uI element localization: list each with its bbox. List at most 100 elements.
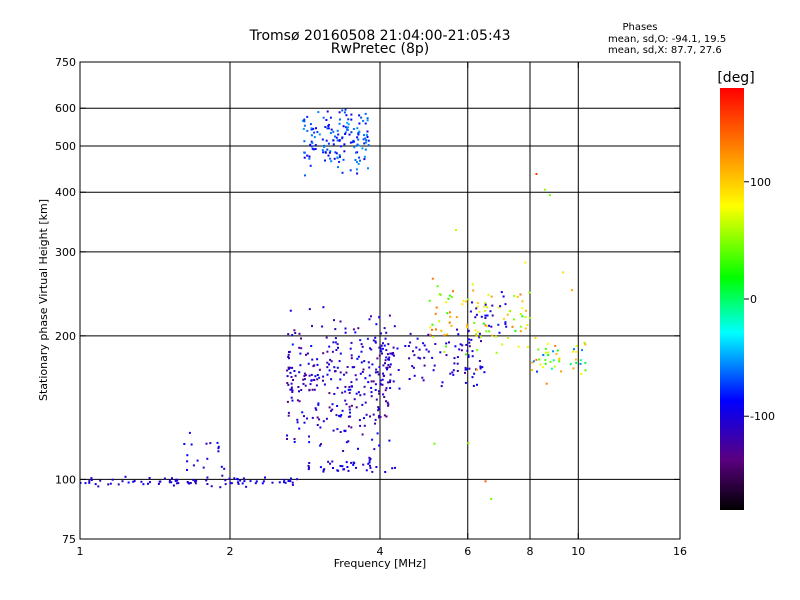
data-point [584,369,587,372]
data-point [302,127,305,130]
data-point [357,133,360,136]
data-point [97,485,100,488]
data-point [310,140,313,143]
data-point [357,447,359,450]
data-point [374,422,376,425]
data-point [383,374,386,377]
data-point [294,332,297,334]
data-point [504,323,507,325]
data-point [350,354,353,357]
data-point [286,369,289,372]
data-point [317,402,320,405]
data-point [558,358,561,361]
data-point [374,418,377,421]
data-point [538,358,541,361]
data-point [360,350,363,353]
data-point [367,144,370,147]
data-point [237,481,239,484]
data-point [283,478,286,481]
data-point [364,148,367,151]
data-point [316,378,319,381]
data-point [303,151,306,154]
data-point [357,138,360,141]
data-point [236,478,239,481]
data-point [324,159,326,162]
data-point [229,481,232,484]
data-point [491,314,494,317]
data-point [327,127,330,130]
data-point [334,135,336,138]
data-point [88,481,91,484]
x-axis-label: Frequency [MHz] [334,557,426,570]
data-point [242,477,245,480]
data-point [313,136,316,139]
data-point [456,328,458,331]
colorbar-tick-label: -100 [750,410,775,423]
data-point [347,126,349,129]
data-point [223,467,226,470]
data-point [455,229,457,232]
data-point [448,311,451,314]
data-point [386,353,389,356]
data-point [245,485,248,488]
data-point [298,332,301,335]
data-point [356,127,359,130]
data-point [435,328,437,331]
data-point [393,325,396,328]
data-point [290,477,292,480]
data-point [353,366,356,369]
data-point [355,378,358,381]
data-point [310,127,313,130]
data-point [296,418,299,421]
data-point [456,370,459,372]
data-point [314,375,317,378]
data-point [290,376,293,378]
data-point [526,346,529,349]
data-point [431,323,434,326]
data-point [337,346,339,349]
data-point [388,439,391,442]
data-point [358,156,361,159]
data-point [287,367,290,370]
data-point [505,325,508,328]
data-point [382,364,385,367]
data-point [381,352,383,355]
data-point [476,331,479,334]
data-point [255,480,258,483]
data-point [307,362,310,365]
data-point [575,361,578,364]
data-point [334,151,337,154]
data-point [334,341,337,344]
data-point [315,408,318,411]
data-point [290,382,293,385]
data-point [490,325,493,328]
data-point [336,343,339,346]
data-point [521,315,524,318]
data-point [524,316,527,319]
data-point [374,336,377,339]
data-point [474,316,477,319]
data-point [291,391,294,393]
data-point [328,369,331,372]
data-point [378,444,381,447]
data-point [363,424,366,427]
data-point [348,405,351,408]
data-point [345,441,348,444]
data-point [314,407,317,410]
data-point [299,352,302,355]
data-point [466,323,469,326]
data-point [532,360,535,363]
data-point [289,388,292,391]
data-point [452,373,455,376]
data-point [158,480,161,483]
data-point [377,406,380,409]
data-point [413,354,416,357]
data-point [117,483,120,486]
data-point [221,474,224,477]
data-point [356,151,359,154]
data-point [375,466,378,468]
data-point [465,300,468,303]
data-point [329,358,332,361]
data-point [546,342,549,345]
data-point [334,337,337,340]
